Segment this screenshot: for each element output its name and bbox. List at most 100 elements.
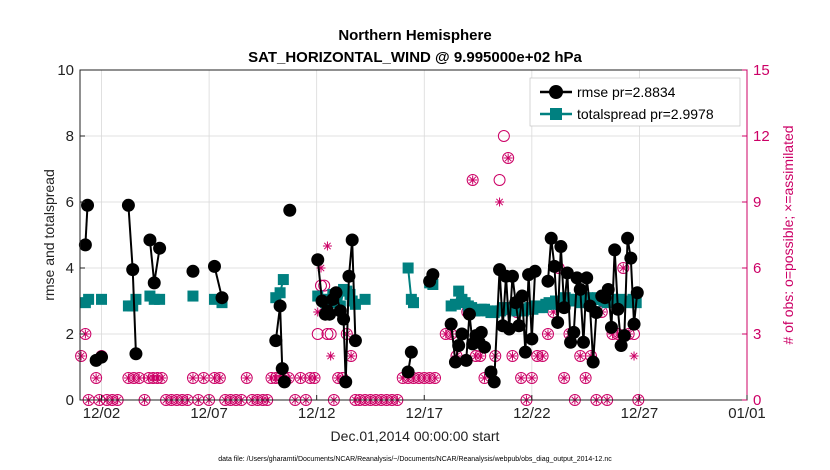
rmse-point — [348, 334, 362, 348]
obs-possible-marker — [502, 152, 515, 164]
series-layer — [78, 198, 644, 389]
rmse-point — [311, 253, 325, 267]
y-tick-label: 8 — [66, 128, 74, 145]
spread-point — [349, 298, 361, 310]
obs-assimilated-marker — [346, 351, 356, 361]
rmse-point — [627, 317, 641, 331]
obs-possible-marker — [240, 372, 253, 384]
y-axis-right-label: # of obs: o=possible; ×=assimilated — [780, 125, 796, 344]
rmse-point — [621, 231, 635, 245]
rmse-point — [560, 266, 574, 280]
obs-assimilated-marker — [441, 329, 451, 339]
x-tick-label: 01/01 — [728, 405, 766, 422]
chart-title: Northern Hemisphere — [338, 27, 491, 44]
obs-possible-marker — [321, 328, 334, 340]
obs-assimilated-marker — [419, 373, 429, 383]
rmse-point — [275, 362, 289, 376]
y-axis-label: rmse and totalspread — [41, 169, 57, 301]
rmse-point — [315, 294, 329, 308]
spread-point — [187, 290, 199, 302]
rmse-point — [147, 276, 161, 290]
rmse-point — [269, 334, 283, 348]
rmse-line-segment — [490, 269, 537, 383]
legend-spread-label: totalspread pr=2.9978 — [577, 106, 714, 122]
rmse-point — [570, 271, 584, 285]
obs-assimilated-marker — [516, 373, 526, 383]
y-right-tick-label: 3 — [753, 326, 761, 343]
rmse-point — [462, 307, 476, 321]
obs-assimilated-marker — [157, 373, 167, 383]
obs-assimilated-marker — [316, 263, 326, 273]
obs-assimilated-marker — [507, 351, 517, 361]
rmse-point — [153, 241, 167, 255]
rmse-point — [547, 259, 561, 273]
rmse-point — [345, 233, 359, 247]
obs-assimilated-marker — [326, 351, 336, 361]
rmse-point — [557, 301, 571, 315]
rmse-point — [277, 375, 291, 389]
obs-assimilated-marker — [414, 373, 424, 383]
rmse-point — [342, 269, 356, 283]
rmse-point — [126, 263, 140, 277]
obs-possible-marker — [311, 328, 324, 340]
obs-assimilated-marker — [425, 373, 435, 383]
spread-point — [344, 288, 356, 300]
rmse-point — [474, 325, 488, 339]
rmse-point — [339, 375, 353, 389]
obs-assimilated-marker — [76, 351, 86, 361]
rmse-point — [121, 198, 135, 212]
legend-spread-marker — [550, 108, 562, 120]
x-tick-label: 12/17 — [405, 405, 443, 422]
obs-assimilated-marker — [123, 373, 133, 383]
y-right-tick-label: 6 — [753, 260, 761, 277]
legend-rmse-marker — [549, 85, 563, 99]
y-tick-label: 10 — [57, 62, 74, 79]
obs-assimilated-marker — [209, 373, 219, 383]
obs-assimilated-marker — [409, 373, 418, 383]
obs-assimilated-marker — [322, 241, 332, 251]
rmse-point — [444, 317, 458, 331]
obs-assimilated-marker — [129, 373, 139, 383]
rmse-point — [484, 365, 498, 379]
obs-possible-marker — [579, 372, 592, 384]
rmse-point — [505, 269, 519, 283]
spread-point — [408, 297, 419, 309]
rmse-point — [580, 271, 594, 285]
y-right-tick-label: 12 — [753, 128, 770, 145]
axes: 12/02 12/07 12/12 12/17 12/22 12/27 01/0102468… — [57, 62, 769, 422]
obs-assimilated-marker — [559, 373, 569, 383]
obs-assimilated-marker — [503, 153, 513, 163]
obs-assimilated-marker — [527, 373, 537, 383]
rmse-point — [401, 365, 415, 379]
spread-point — [449, 298, 461, 310]
spread-point — [402, 262, 414, 274]
rmse-point — [515, 289, 529, 303]
rmse-point — [404, 345, 418, 359]
rmse-point — [323, 307, 337, 321]
rmse-point — [564, 335, 578, 349]
rmse-point — [525, 332, 539, 346]
obs-assimilated-marker — [581, 373, 591, 383]
rmse-point — [283, 203, 297, 217]
rmse-point — [611, 302, 625, 316]
y-tick-label: 6 — [66, 194, 74, 211]
legend: rmse pr=2.8834 totalspread pr=2.9978 — [529, 77, 741, 127]
obs-assimilated-marker — [188, 373, 198, 383]
rmse-point — [459, 353, 473, 367]
rmse-point — [624, 251, 638, 265]
obs-possible-marker — [493, 174, 506, 186]
rmse-point — [143, 233, 157, 247]
rmse-point — [215, 291, 229, 305]
x-tick-label: 12/07 — [190, 405, 228, 422]
obs-assimilated-marker — [310, 373, 320, 383]
obs-assimilated-marker — [91, 373, 101, 383]
rmse-point — [630, 286, 644, 300]
obs-assimilated-marker — [538, 351, 548, 361]
obs-assimilated-marker — [475, 351, 485, 361]
footnote: data file: /Users/gharamti/Documents/NCA… — [218, 456, 612, 463]
obs-assimilated-marker — [548, 307, 558, 317]
legend-box — [529, 77, 741, 127]
obs-possible-marker — [75, 350, 88, 362]
rmse-point — [541, 274, 555, 288]
